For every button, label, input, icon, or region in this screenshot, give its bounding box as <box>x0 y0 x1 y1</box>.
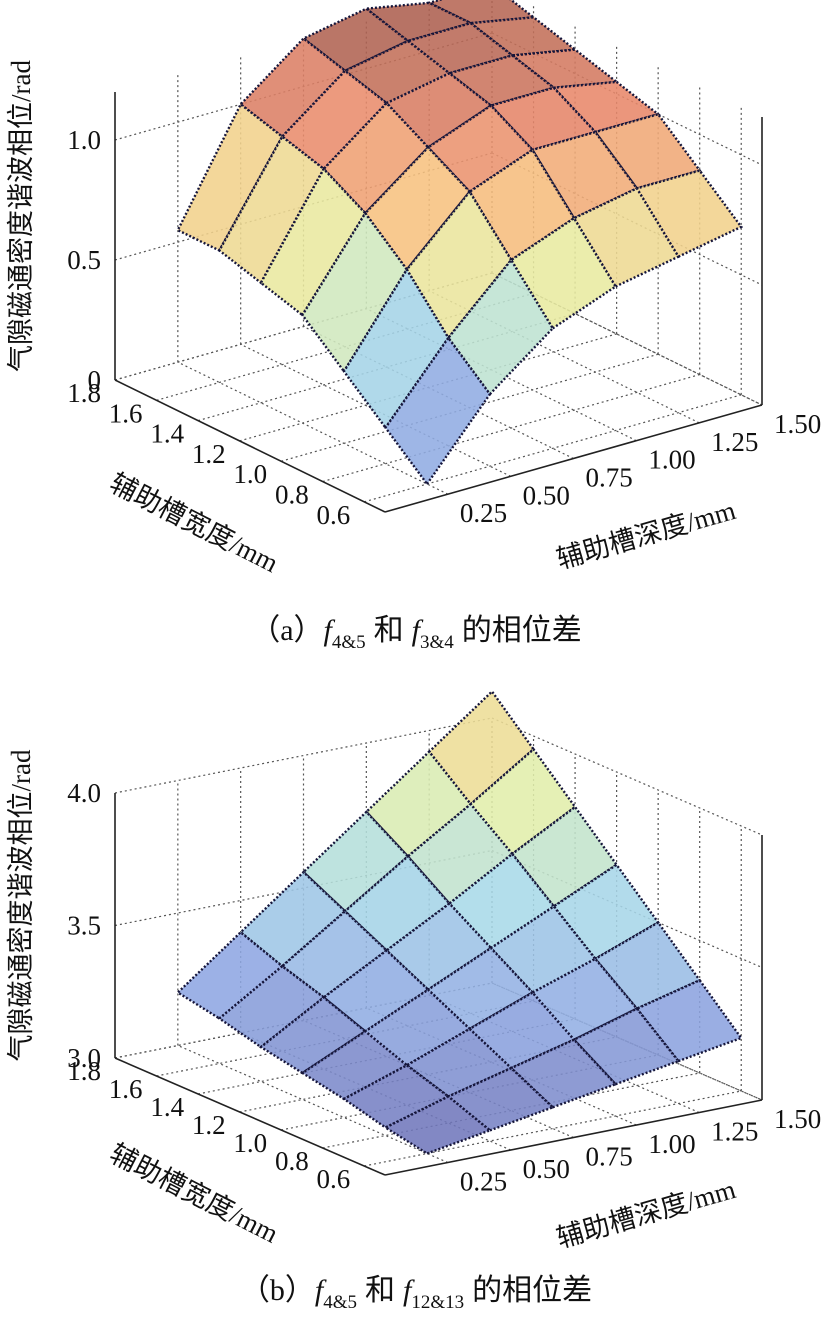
caption-label: （a） <box>250 614 323 647</box>
y-tick-label: 0.6 <box>316 500 350 530</box>
grid-line <box>177 1044 449 1164</box>
grid-line <box>491 849 763 969</box>
surface-cell <box>446 257 555 397</box>
surface-cell <box>488 86 598 152</box>
y-tick-label: 1.8 <box>67 1056 101 1086</box>
x-tick-label: 1.00 <box>648 1129 695 1159</box>
caption-text: 的相位差 <box>462 614 582 647</box>
axis-line <box>114 379 386 513</box>
grid-line <box>322 373 700 483</box>
surface-cell <box>322 101 430 216</box>
caption-subscript: 4&5 <box>332 632 366 653</box>
z-tick-label: 0.5 <box>67 245 101 275</box>
y-tick-label: 1.6 <box>109 398 143 428</box>
z-axis-title: 气隙磁通密度谐波相位/rad <box>6 60 36 372</box>
surface-cell <box>530 957 639 1042</box>
x-tick-label: 1.25 <box>711 427 758 457</box>
z-tick-label: 4.0 <box>67 778 101 808</box>
surface-cell <box>446 1066 555 1132</box>
surface-cell <box>363 145 472 272</box>
z-tick-label: 1.0 <box>67 125 101 155</box>
surface-cell <box>341 1063 451 1129</box>
y-tick-label: 1.0 <box>233 1128 267 1158</box>
x-tick-label: 0.50 <box>523 1154 570 1184</box>
x-tick-label: 0.75 <box>586 1142 633 1172</box>
y-tick-label: 1.6 <box>109 1074 143 1104</box>
y-tick-label: 1.2 <box>192 1110 226 1140</box>
surface-cell <box>258 995 368 1075</box>
grid-line <box>364 1090 742 1167</box>
z-tick-label: 3.5 <box>67 911 101 941</box>
surface-cell <box>530 130 639 220</box>
caption: （b）f4&5 和 f12&13 的相位差 <box>240 1274 592 1313</box>
surface-cell <box>300 1029 409 1101</box>
surface-cell <box>301 810 410 913</box>
caption-connector: 和 <box>374 614 404 647</box>
y-tick-label: 0.6 <box>316 1164 350 1194</box>
axis-line <box>384 404 763 513</box>
axis-line <box>384 1099 763 1176</box>
caption-text: 的相位差 <box>472 1274 592 1307</box>
surface-cell <box>593 112 702 190</box>
surface-cell <box>176 102 284 253</box>
surface-cell <box>259 166 367 317</box>
z-tick-label: 3.0 <box>67 1043 101 1073</box>
surface-cell <box>467 991 576 1070</box>
x-tick-label: 1.25 <box>711 1117 758 1147</box>
grid-line <box>491 717 763 836</box>
surface-cell <box>175 930 285 1020</box>
x-tick-label: 1.50 <box>774 409 821 439</box>
surface-cell <box>405 189 513 340</box>
surface-cell <box>217 134 326 285</box>
z-axis-title: 气隙磁通密度谐波相位/rad <box>6 749 36 1061</box>
surface-cell <box>509 1038 618 1109</box>
surface-cell <box>301 211 409 374</box>
surface-cell <box>321 948 431 1033</box>
surface-cell <box>510 805 619 909</box>
y-tick-label: 1.4 <box>150 419 184 449</box>
surface-cell <box>383 1095 493 1155</box>
y-tick-label: 1.8 <box>67 378 101 408</box>
caption-connector: 和 <box>365 1274 395 1307</box>
grid-line <box>491 982 763 1101</box>
caption: （a）f4&5 和 f3&4 的相位差 <box>250 614 582 653</box>
caption-subscript: 12&13 <box>411 1292 464 1313</box>
x-tick-label: 1.00 <box>648 445 695 475</box>
surface-cell <box>447 852 556 950</box>
y-tick-label: 0.8 <box>275 1146 309 1176</box>
grid-line <box>114 717 493 794</box>
surface-cell <box>384 71 494 149</box>
y-tick-label: 1.2 <box>192 439 226 469</box>
surface-cell <box>364 749 473 859</box>
surface-cell <box>217 964 326 1049</box>
z-tick-label: 0 <box>88 365 102 395</box>
caption-subscript: 3&4 <box>420 632 454 653</box>
x-axis-title: 辅助槽深度/mm <box>553 495 739 575</box>
x-tick-label: 0.25 <box>460 1167 507 1197</box>
x-tick-label: 1.50 <box>774 1104 821 1134</box>
surface-cell <box>426 104 535 194</box>
axis-line <box>114 1057 386 1176</box>
surface-cell <box>301 7 411 73</box>
x-tick-label: 0.75 <box>586 463 633 493</box>
x-axis-title: 辅助槽深度/mm <box>553 1174 739 1254</box>
y-tick-label: 1.4 <box>150 1092 184 1122</box>
grid-line <box>322 1072 700 1149</box>
caption-label: （b） <box>240 1274 315 1307</box>
y-tick-label: 1.0 <box>233 459 267 489</box>
surface-cell <box>635 169 744 259</box>
x-tick-label: 0.50 <box>523 480 570 510</box>
surface-cell <box>427 689 536 806</box>
caption-subscript: 4&5 <box>323 1292 357 1313</box>
y-tick-label: 0.8 <box>275 480 309 510</box>
x-tick-label: 0.25 <box>460 498 507 528</box>
surface-cell <box>384 335 492 487</box>
grid-line <box>177 361 449 495</box>
